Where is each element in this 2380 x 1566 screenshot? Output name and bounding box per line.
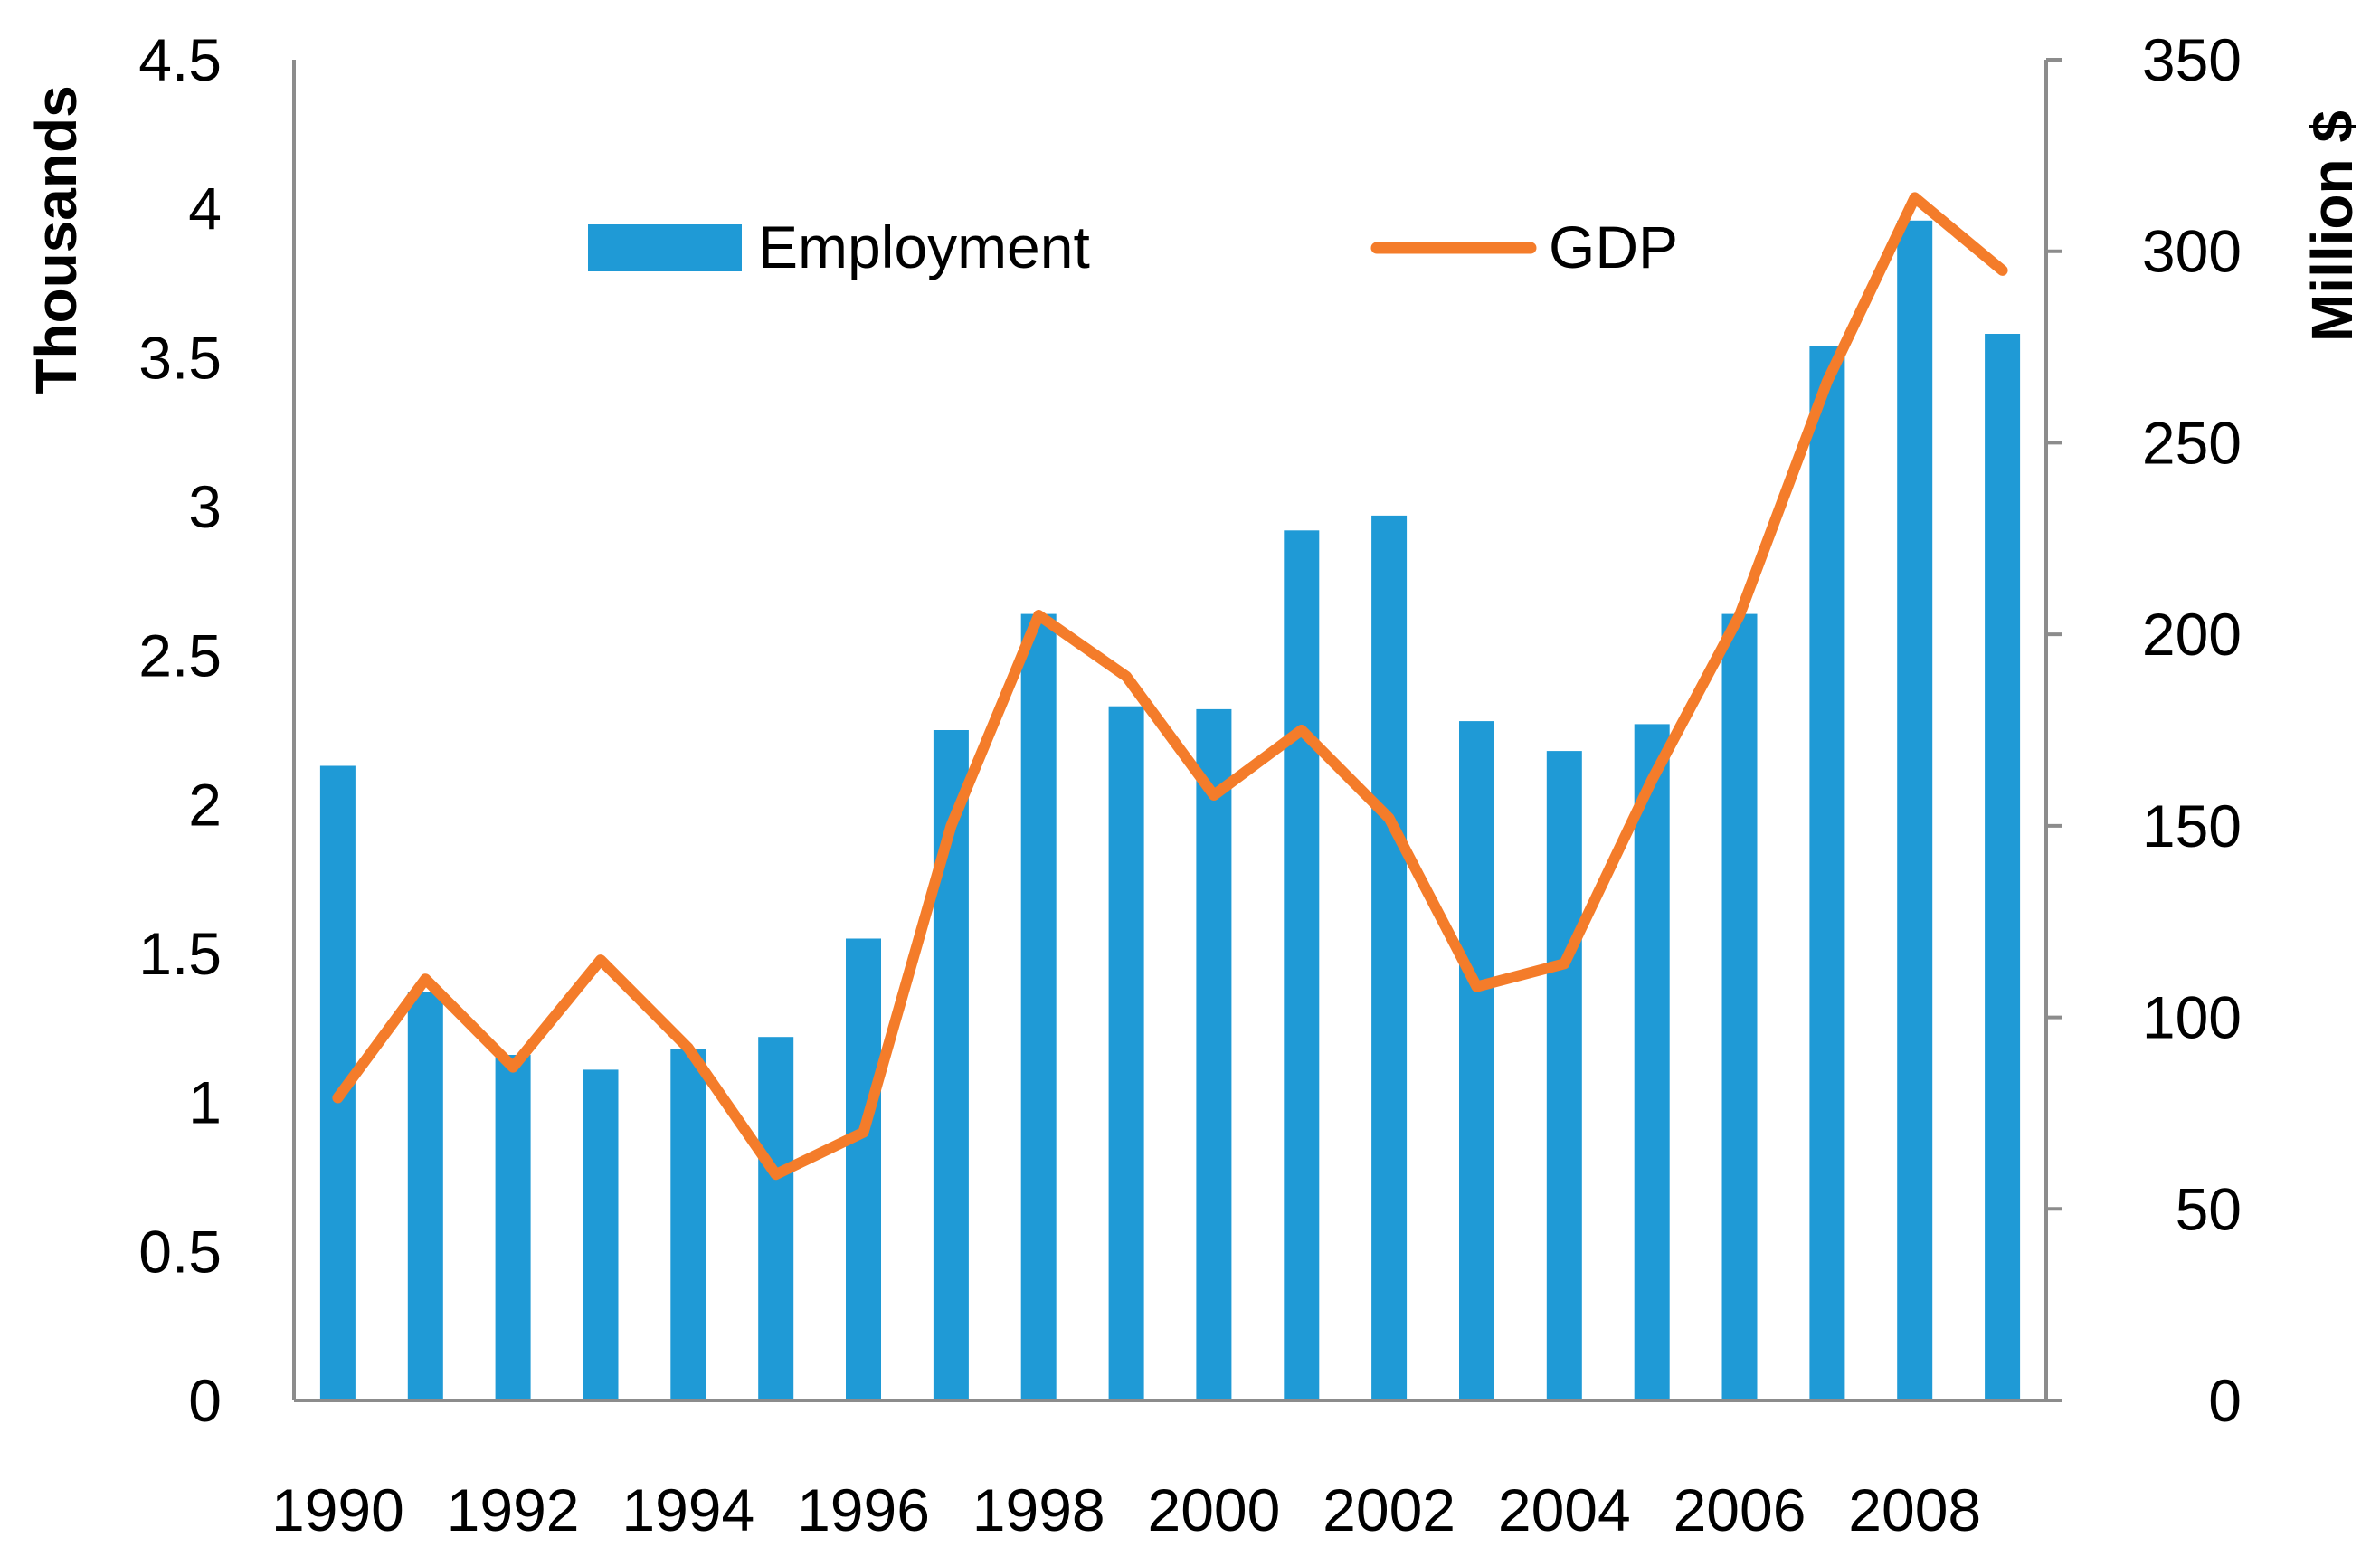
right-axis-title: Million $ — [2299, 110, 2365, 342]
left-tick-label: 1.5 — [138, 920, 222, 987]
right-tick-label: 250 — [2142, 409, 2242, 476]
left-tick-label: 3 — [188, 473, 222, 540]
x-tick-label: 1990 — [271, 1476, 404, 1543]
legend-employment-swatch — [588, 224, 742, 271]
right-tick-label: 100 — [2142, 984, 2242, 1051]
employment-bar-2002 — [1371, 515, 1408, 1400]
employment-bar-2000 — [1196, 708, 1232, 1400]
right-tick-label: 50 — [2176, 1175, 2242, 1242]
x-tick-label: 2004 — [1498, 1476, 1631, 1543]
left-tick-label: 4 — [188, 176, 222, 242]
x-tick-label: 1996 — [797, 1476, 930, 1543]
right-tick-label: 300 — [2142, 218, 2242, 285]
employment-bar-1995 — [758, 1037, 794, 1400]
left-tick-label: 2.5 — [138, 622, 222, 689]
employment-bar-1991 — [407, 992, 443, 1400]
left-axis-title: Thousands — [24, 85, 89, 394]
x-tick-label: 2000 — [1147, 1476, 1280, 1543]
employment-bar-1994 — [670, 1049, 706, 1400]
x-tick-label: 1994 — [621, 1476, 754, 1543]
left-tick-label: 3.5 — [138, 324, 222, 391]
left-tick-label: 4.5 — [138, 26, 222, 93]
employment-bar-2004 — [1546, 751, 1582, 1400]
employment-bar-1996 — [846, 938, 881, 1400]
employment-bar-1993 — [583, 1069, 619, 1400]
legend-gdp-label: GDP — [1549, 214, 1678, 280]
right-axis-ticks: 0 50 100 150 200 250 300 350 — [2046, 26, 2242, 1434]
axes — [292, 60, 2048, 1402]
employment-bar-2009 — [1985, 334, 2021, 1400]
gdp-line-layer — [332, 192, 2008, 1181]
left-tick-label: 1 — [188, 1069, 222, 1136]
right-tick-label: 350 — [2142, 26, 2242, 93]
gdp-line — [332, 192, 2008, 1181]
x-tick-label: 2008 — [1848, 1476, 1981, 1543]
employment-bar-1998 — [1020, 613, 1057, 1400]
left-axis-ticks: 0 0.5 1 1.5 2 2.5 3 3.5 4 4.5 — [138, 26, 222, 1434]
right-tick-label: 200 — [2142, 601, 2242, 668]
left-tick-label: 0.5 — [138, 1218, 222, 1285]
x-tick-label: 1998 — [972, 1476, 1105, 1543]
x-tick-label: 2006 — [1674, 1476, 1806, 1543]
employment-bar-2005 — [1634, 724, 1670, 1400]
employment-bar-1992 — [495, 1055, 531, 1400]
employment-bar-2007 — [1809, 346, 1845, 1401]
employment-bar-1999 — [1108, 706, 1144, 1400]
employment-bars — [319, 220, 2021, 1401]
legend-employment-label: Employment — [758, 214, 1090, 280]
left-tick-label: 0 — [188, 1367, 222, 1434]
legend: Employment GDP — [588, 214, 1678, 280]
right-tick-label: 0 — [2208, 1367, 2242, 1434]
employment-bar-2008 — [1897, 220, 1933, 1400]
employment-bar-2001 — [1284, 530, 1320, 1400]
right-tick-label: 150 — [2142, 792, 2242, 859]
employment-bar-2003 — [1459, 721, 1494, 1400]
x-tick-label: 2002 — [1323, 1476, 1455, 1543]
x-axis-ticks: 1990 1992 1994 1996 1998 2000 2002 2004 2006 2008 — [271, 1476, 1981, 1543]
left-tick-label: 2 — [188, 771, 222, 838]
employment-bar-2006 — [1721, 613, 1758, 1400]
x-tick-label: 1992 — [447, 1476, 580, 1543]
